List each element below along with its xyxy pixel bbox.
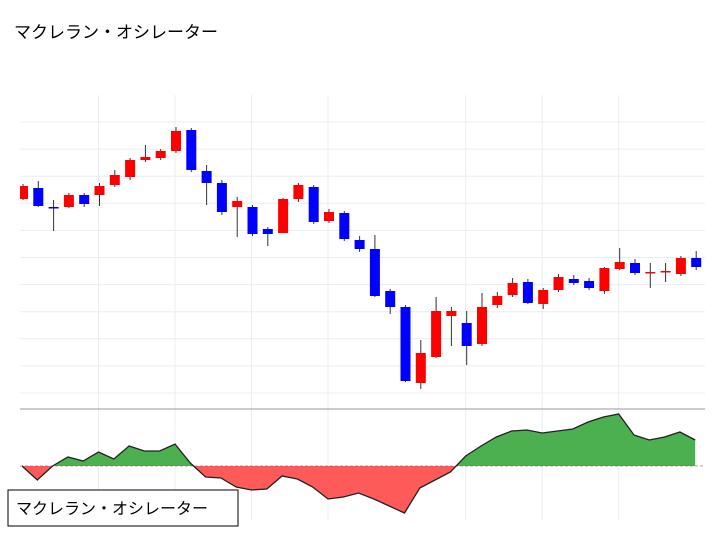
candle-body [247, 207, 258, 234]
label-box [7, 489, 239, 527]
candle-body [33, 188, 44, 206]
candle-body [339, 213, 350, 239]
candle-body [675, 258, 686, 274]
candle-body [262, 229, 273, 234]
candle-body [614, 262, 625, 269]
candle-body [201, 171, 212, 183]
candle-body [63, 195, 74, 207]
candle-body [660, 271, 671, 273]
oscillator [20, 413, 705, 514]
candle-body [186, 130, 197, 170]
candle-body [507, 283, 518, 295]
candle-body [553, 277, 564, 290]
candle-body [492, 296, 503, 305]
candle-body [278, 199, 289, 233]
candle-body [140, 157, 151, 160]
candle-body [400, 307, 411, 381]
candle-body [369, 249, 380, 296]
candle-body [431, 311, 442, 357]
candle-body [79, 195, 90, 204]
candle-body [568, 279, 579, 283]
candle-body [48, 207, 59, 209]
candle-body [461, 323, 472, 346]
candle-body [630, 263, 640, 273]
candle-body [109, 175, 120, 185]
candle-body [645, 272, 656, 274]
oscillator-label: マクレラン・オシレーター [16, 499, 208, 518]
candles [20, 127, 702, 389]
candle-body [324, 212, 334, 221]
candle-body [171, 131, 181, 151]
candle-body [94, 186, 105, 195]
candle-body [599, 268, 610, 291]
candle-body [385, 291, 396, 307]
candle-body [691, 258, 702, 267]
area-negative [22, 466, 696, 513]
candle-body [293, 185, 304, 199]
candle-body [446, 311, 457, 316]
candle-body [232, 201, 243, 207]
oscillator-line [21, 413, 696, 514]
candle-body [538, 290, 549, 304]
grid [20, 95, 705, 520]
candle-body [20, 186, 28, 199]
candle-body [477, 307, 487, 344]
candle-body [584, 281, 595, 288]
chart-title: マクレラン・オシレーター [14, 23, 218, 43]
candle-body [216, 183, 227, 212]
candle-body [354, 240, 365, 249]
candle-body [125, 160, 136, 177]
candle-body [155, 151, 166, 158]
candle-body [522, 282, 533, 303]
candle-body [415, 353, 426, 383]
candle-body [308, 187, 319, 222]
area-positive [22, 414, 696, 466]
